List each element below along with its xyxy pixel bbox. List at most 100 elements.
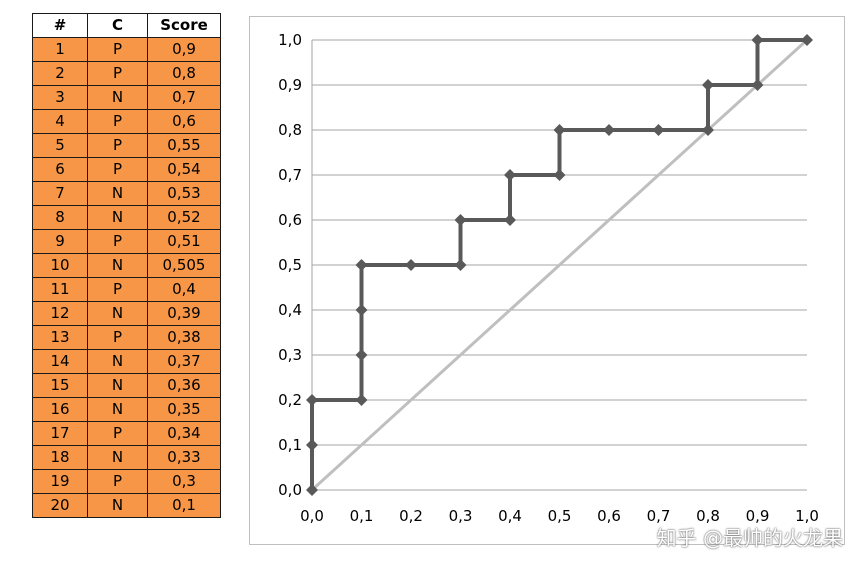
cell-score: 0,38: [147, 325, 221, 350]
cell-number: 2: [32, 61, 88, 86]
x-tick-label: 0,0: [300, 507, 324, 525]
x-tick-label: 0,2: [399, 507, 423, 525]
cell-score: 0,4: [147, 277, 221, 302]
cell-class: P: [87, 109, 148, 134]
cell-class: P: [87, 277, 148, 302]
cell-class: N: [87, 85, 148, 110]
cell-class: N: [87, 301, 148, 326]
cell-score: 0,37: [147, 349, 221, 374]
x-tick-label: 0,7: [647, 507, 671, 525]
cell-class: N: [87, 349, 148, 374]
roc-point-marker: [306, 394, 318, 406]
cell-score: 0,52: [147, 205, 221, 230]
table-row: 2 P 0,8: [32, 61, 221, 86]
cell-score: 0,33: [147, 445, 221, 470]
cell-number: 11: [32, 277, 88, 302]
table-row: 3 N 0,7: [32, 85, 221, 110]
table-row: 6 P 0,54: [32, 157, 221, 182]
cell-class: P: [87, 133, 148, 158]
x-tick-label: 0,3: [449, 507, 473, 525]
table-row: 10 N 0,505: [32, 253, 221, 278]
y-tick-label: 0,7: [278, 166, 302, 184]
table-row: 1 P 0,9: [32, 37, 221, 62]
cell-score: 0,3: [147, 469, 221, 494]
cell-score: 0,505: [147, 253, 221, 278]
cell-number: 3: [32, 85, 88, 110]
cell-score: 0,6: [147, 109, 221, 134]
roc-point-marker: [801, 34, 813, 46]
table-row: 4 P 0,6: [32, 109, 221, 134]
cell-class: N: [87, 205, 148, 230]
roc-chart: 0,0 0,1 0,2 0,3 0,4 0,5 0,6 0,7 0,8 0,9 1,0 0,0 0,1 0…: [278, 31, 819, 525]
roc-point-marker: [553, 124, 566, 136]
roc-point-marker: [355, 259, 368, 271]
roc-chart-frame: 0,0 0,1 0,2 0,3 0,4 0,5 0,6 0,7 0,8 0,9 1,0 0,0 0,1 0…: [249, 16, 845, 545]
cell-number: 15: [32, 373, 88, 398]
cell-score: 0,36: [147, 373, 221, 398]
cell-number: 4: [32, 109, 88, 134]
x-tick-label: 0,6: [597, 507, 621, 525]
cell-number: 9: [32, 229, 88, 254]
cell-score: 0,55: [147, 133, 221, 158]
cell-number: 19: [32, 469, 88, 494]
roc-point-marker: [751, 34, 764, 46]
cell-class: N: [87, 373, 148, 398]
table-row: 5 P 0,55: [32, 133, 221, 158]
cell-number: 8: [32, 205, 88, 230]
table-row: 8 N 0,52: [32, 205, 221, 230]
y-tick-label: 1,0: [278, 31, 302, 49]
cell-number: 17: [32, 421, 88, 446]
cell-class: P: [87, 37, 148, 62]
cell-score: 0,9: [147, 37, 221, 62]
x-tick-label: 0,1: [350, 507, 374, 525]
table-row: 9 P 0,51: [32, 229, 221, 254]
score-table: # C Score 1 P 0,9 2 P 0,8 3 N 0,7 4 P 0,6 5 P 0,55 6 P 0,…: [32, 13, 221, 518]
y-tick-label: 0,8: [278, 121, 302, 139]
roc-point-marker: [504, 169, 516, 181]
y-tick-label: 0,3: [278, 346, 302, 364]
x-tick-label: 0,9: [746, 507, 770, 525]
table-row: 17 P 0,34: [32, 421, 221, 446]
roc-point-marker: [751, 79, 764, 91]
table-row: 14 N 0,37: [32, 349, 221, 374]
cell-score: 0,53: [147, 181, 221, 206]
table-row: 18 N 0,33: [32, 445, 221, 470]
y-tick-label: 0,9: [278, 76, 302, 94]
column-header-class: C: [87, 13, 148, 38]
y-tick-label: 0,6: [278, 211, 302, 229]
y-tick-label: 0,1: [278, 436, 302, 454]
cell-class: P: [87, 325, 148, 350]
roc-point-marker: [603, 124, 615, 136]
y-tick-label: 0,0: [278, 481, 302, 499]
cell-score: 0,7: [147, 85, 221, 110]
x-tick-label: 0,5: [548, 507, 572, 525]
cell-score: 0,51: [147, 229, 221, 254]
table-row: 12 N 0,39: [32, 301, 221, 326]
cell-class: P: [87, 157, 148, 182]
cell-class: N: [87, 181, 148, 206]
cell-class: P: [87, 421, 148, 446]
cell-number: 5: [32, 133, 88, 158]
cell-score: 0,34: [147, 421, 221, 446]
cell-score: 0,54: [147, 157, 221, 182]
roc-point-marker: [355, 394, 368, 406]
y-tick-label: 0,2: [278, 391, 302, 409]
cell-class: N: [87, 445, 148, 470]
cell-class: P: [87, 469, 148, 494]
cell-number: 18: [32, 445, 88, 470]
cell-number: 14: [32, 349, 88, 374]
cell-class: N: [87, 397, 148, 422]
cell-score: 0,1: [147, 493, 221, 518]
cell-class: N: [87, 493, 148, 518]
cell-number: 20: [32, 493, 88, 518]
table-row: 19 P 0,3: [32, 469, 221, 494]
x-tick-label: 1,0: [795, 507, 819, 525]
roc-point-marker: [306, 484, 318, 496]
roc-point-marker: [702, 79, 714, 91]
roc-point-marker: [355, 349, 368, 361]
table-body: 1 P 0,9 2 P 0,8 3 N 0,7 4 P 0,6 5 P 0,55 6 P 0,54 7 N 0,53 8 N…: [32, 37, 221, 518]
roc-point-marker: [454, 259, 467, 271]
cell-number: 16: [32, 397, 88, 422]
table-row: 16 N 0,35: [32, 397, 221, 422]
cell-score: 0,35: [147, 397, 221, 422]
